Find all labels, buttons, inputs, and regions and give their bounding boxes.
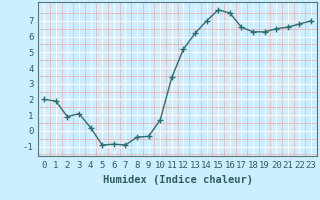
X-axis label: Humidex (Indice chaleur): Humidex (Indice chaleur)	[103, 175, 252, 185]
